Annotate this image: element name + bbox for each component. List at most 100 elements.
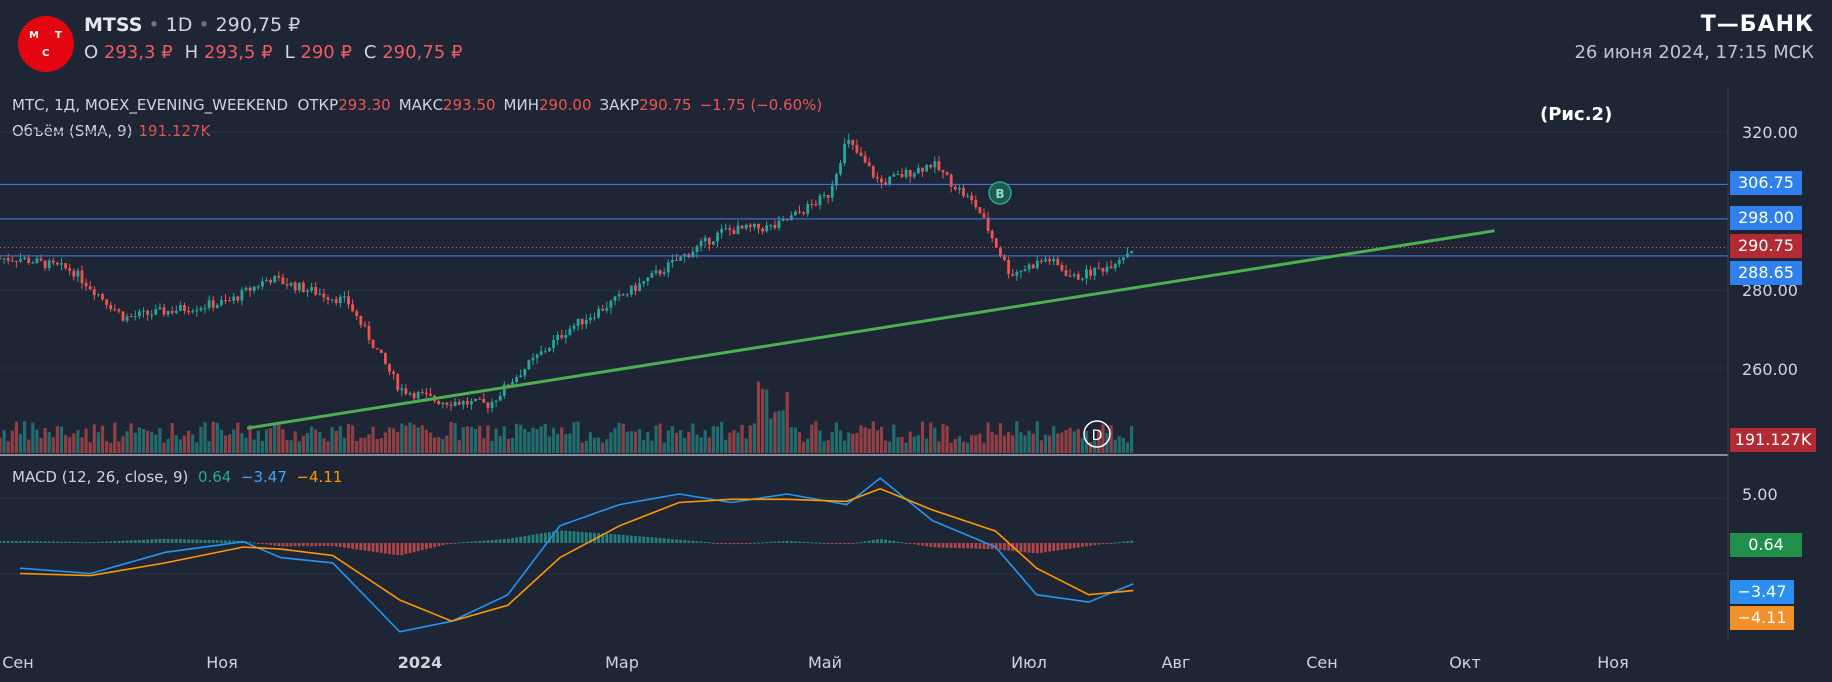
macd-hist-bar (105, 541, 108, 543)
legend-close-label: ЗАКР (599, 96, 640, 114)
macd-hist-bar (765, 542, 769, 544)
volume-bar (564, 434, 568, 453)
candle (535, 353, 539, 364)
candle (35, 255, 39, 265)
macd-hist-bar (425, 543, 428, 550)
macd-hist-bar (437, 543, 441, 547)
volume-bar (18, 433, 23, 453)
macd-hist-bar (1085, 543, 1088, 547)
candle (461, 399, 465, 410)
volume-bar (986, 422, 990, 453)
volume-bar (453, 422, 457, 453)
macd-hist-bar (597, 533, 600, 543)
candle (392, 369, 395, 380)
x-tick-label: Ноя (1597, 653, 1628, 672)
y-tick-label: 260.00 (1742, 360, 1798, 379)
candle (1101, 267, 1105, 277)
volume-bar (404, 425, 408, 453)
volume-bar (588, 432, 592, 453)
macd-hist-bar (761, 542, 764, 544)
legend-close-value: 290.75 (639, 96, 692, 114)
candle (474, 398, 477, 402)
volume-bar (301, 435, 305, 453)
candle (445, 402, 449, 409)
candle (671, 254, 674, 268)
macd-hist-bar (703, 541, 707, 543)
volume-bar (1064, 430, 1068, 453)
candle (478, 397, 482, 400)
candle (2, 257, 6, 265)
candle (408, 391, 412, 396)
macd-hist-bar (27, 541, 31, 543)
candle (162, 304, 166, 317)
volume-bar (646, 432, 650, 453)
macd-hist-bar (580, 531, 584, 543)
macd-hist-bar (1056, 543, 1060, 551)
marker-b-circle (988, 181, 1012, 205)
volume-bar (531, 427, 535, 453)
volume-bar (68, 437, 72, 453)
volume-bar (576, 421, 580, 453)
volume-bar (1097, 429, 1101, 453)
trendline (246, 229, 1495, 430)
macd-hist-bar (736, 543, 740, 544)
volume-bar (859, 425, 863, 453)
macd-hist-bar (486, 540, 490, 543)
candle (929, 163, 933, 170)
macd-hist-bar (494, 539, 498, 543)
macd-hist-bar (1097, 543, 1101, 545)
macd-hist-bar (466, 541, 469, 543)
macd-hist-bar (306, 543, 309, 547)
volume-bar (330, 427, 334, 453)
volume-bar (642, 439, 646, 453)
candle (941, 169, 945, 179)
volume-bar (679, 430, 683, 453)
macd-hist-bar (818, 542, 822, 544)
macd-hist-bar (1109, 543, 1113, 544)
volume-bar (449, 422, 453, 453)
logo-letter-t: Т (55, 30, 62, 41)
macd-hist-bar (150, 539, 154, 543)
candle (900, 168, 904, 179)
candle (822, 191, 826, 199)
volume-bar (23, 421, 27, 453)
macd-hist-bar (671, 539, 674, 543)
candle (490, 398, 494, 413)
symbol[interactable]: MTSS (84, 14, 143, 36)
volume-bar (830, 432, 834, 453)
volume-bar (428, 432, 433, 453)
candle (187, 306, 190, 316)
volume-label: Объём (SMA, 9) (12, 122, 133, 140)
macd-hist-bar (129, 540, 133, 543)
candle (1117, 257, 1121, 268)
volume-bar (810, 424, 814, 453)
candle (880, 175, 883, 189)
candle (1113, 262, 1117, 272)
macd-hist-bar (572, 531, 576, 543)
volume-bar (1101, 424, 1105, 453)
macd-hist-bar (605, 533, 609, 543)
candle (236, 295, 240, 303)
volume-bar (1072, 431, 1076, 453)
marker-d[interactable]: D (1083, 420, 1111, 448)
volume-bars (0, 381, 1134, 453)
macd-hist-bar (724, 543, 728, 544)
candle (420, 388, 424, 395)
interval[interactable]: 1D (165, 14, 193, 36)
candle (986, 211, 990, 234)
logo-letter-s: С (42, 48, 50, 59)
volume-bar (1121, 437, 1125, 453)
macd-hist-bar (748, 543, 752, 544)
candle (158, 303, 162, 311)
candle (818, 193, 822, 210)
candle (80, 265, 84, 289)
marker-b[interactable]: B (988, 181, 1012, 205)
candle (990, 229, 994, 243)
macd-hist-bar (912, 543, 916, 545)
volume-bar (683, 437, 687, 453)
macd-hist-bar (621, 534, 625, 543)
legend-high-label: МАКС (398, 96, 444, 114)
candle (498, 391, 502, 402)
volume-bar (1011, 435, 1015, 453)
